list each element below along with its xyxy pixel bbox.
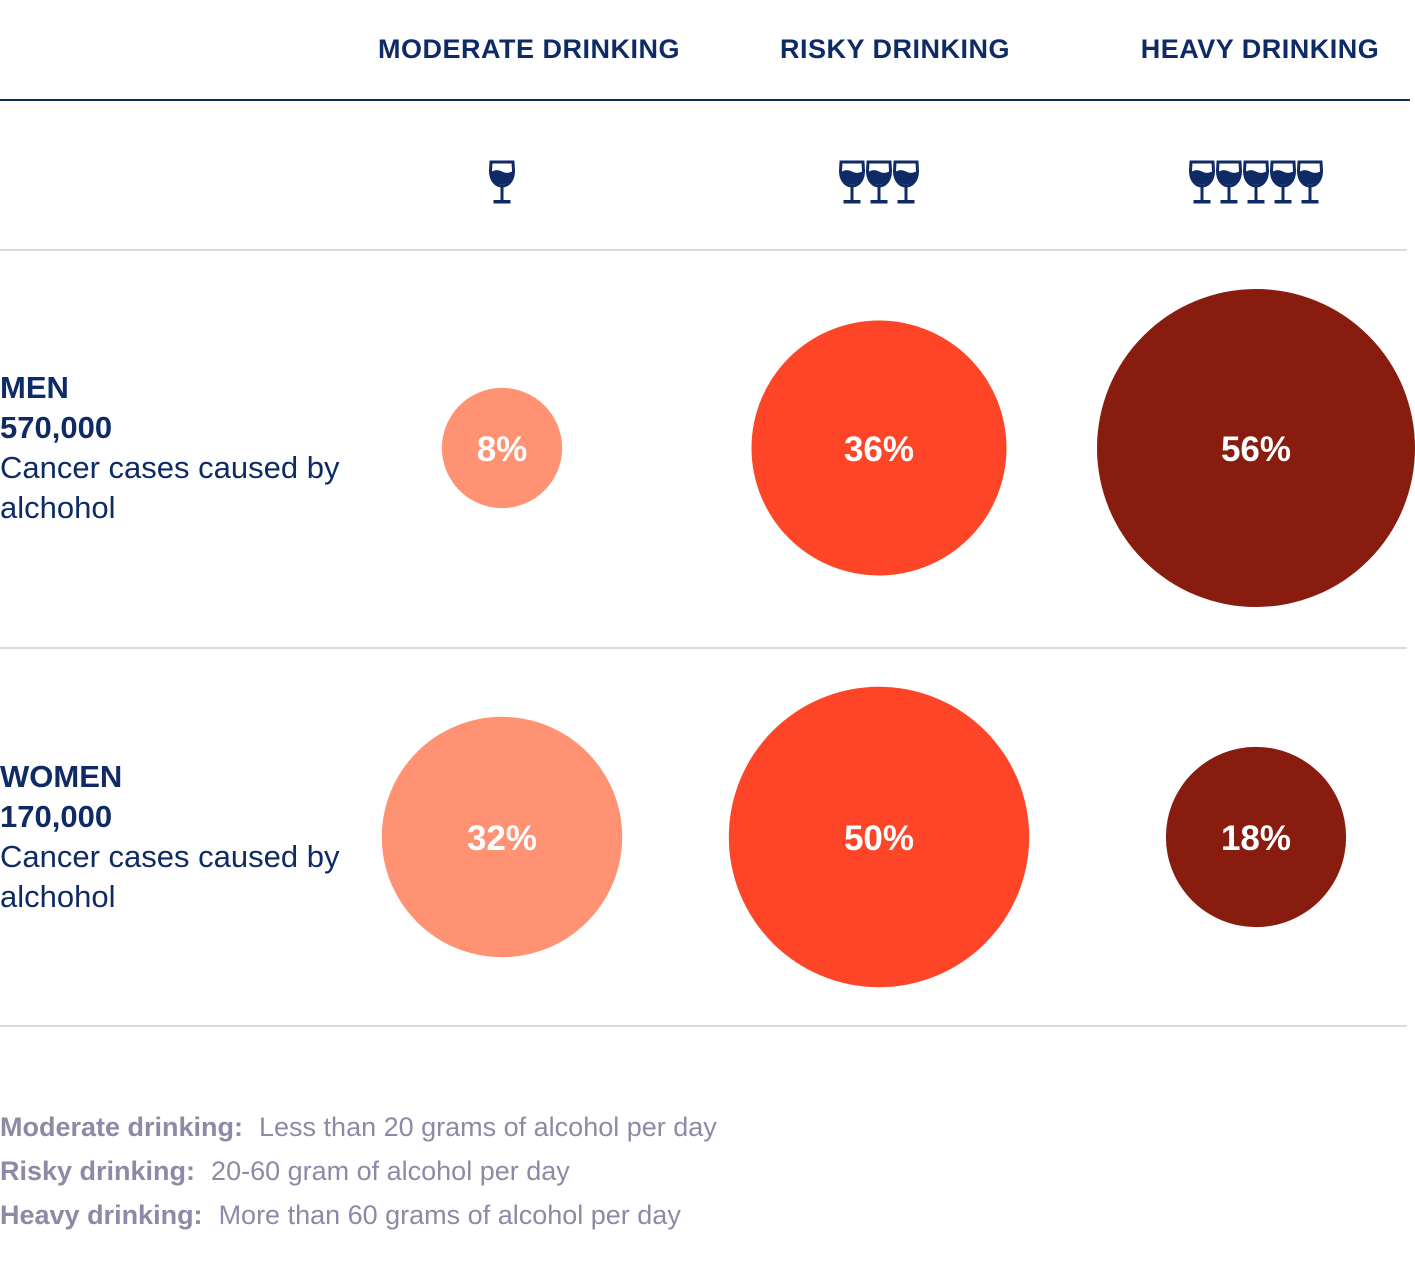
- wine-glass-icon: [1242, 160, 1270, 206]
- legend-text-risky: 20-60 gram of alcohol per day: [211, 1156, 570, 1186]
- row-label-men: MEN 570,000 Cancer cases caused by alcho…: [0, 368, 340, 528]
- legend-key-heavy: Heavy drinking:: [0, 1200, 203, 1230]
- legend-key-risky: Risky drinking:: [0, 1156, 196, 1186]
- row-total-men: 570,000: [0, 410, 113, 445]
- row-total-women: 170,000: [0, 799, 113, 834]
- bubble-men-risky: [751, 320, 1007, 576]
- bubble-women-heavy: [1165, 746, 1347, 928]
- row-label-women: WOMEN 170,000 Cancer cases caused by alc…: [0, 757, 340, 917]
- legend-risky: Risky drinking: 20-60 gram of alcohol per…: [0, 1156, 570, 1187]
- bubble-label-men-heavy: 56%: [1221, 430, 1291, 469]
- bubble-men-moderate: [441, 387, 563, 509]
- bubble-label-men-moderate: 8%: [477, 430, 528, 469]
- column-header-heavy: HEAVY DRINKING: [1140, 34, 1380, 64]
- row-divider-bottom: [0, 1025, 1407, 1027]
- wine-glass-icon: [1296, 160, 1324, 206]
- column-header-moderate: MODERATE DRINKING: [378, 34, 680, 64]
- column-header-risky: RISKY DRINKING: [779, 34, 1011, 64]
- row-caption-men: Cancer cases caused by alchohol: [0, 450, 340, 525]
- row-caption-women: Cancer cases caused by alchohol: [0, 839, 340, 914]
- bubble-label-women-heavy: 18%: [1221, 819, 1291, 858]
- header-divider: [0, 99, 1410, 101]
- legend-heavy: Heavy drinking: More than 60 grams of alc…: [0, 1200, 681, 1231]
- wine-glass-icon: [838, 160, 866, 206]
- wine-glass-icon: [892, 160, 920, 206]
- glass-group-heavy: [1188, 160, 1324, 206]
- row-divider-middle: [0, 647, 1407, 649]
- legend-text-moderate: Less than 20 grams of alcohol per day: [259, 1112, 717, 1142]
- legend-text-heavy: More than 60 grams of alcohol per day: [218, 1200, 681, 1230]
- row-name-women: WOMEN: [0, 759, 123, 794]
- legend-moderate: Moderate drinking: Less than 20 grams of …: [0, 1112, 717, 1143]
- glass-group-moderate: [488, 160, 516, 206]
- bubble-label-women-moderate: 32%: [467, 819, 537, 858]
- bubble-label-men-risky: 36%: [844, 430, 914, 469]
- legend-key-moderate: Moderate drinking:: [0, 1112, 244, 1142]
- bubble-label-women-risky: 50%: [844, 819, 914, 858]
- row-name-men: MEN: [0, 370, 69, 405]
- glass-group-risky: [838, 160, 920, 206]
- wine-glass-icon: [488, 160, 516, 206]
- row-divider-top: [0, 249, 1407, 251]
- wine-glass-icon: [865, 160, 893, 206]
- bubble-women-moderate: [381, 716, 623, 958]
- wine-glass-icon: [1215, 160, 1243, 206]
- wine-glass-icon: [1188, 160, 1216, 206]
- bubble-men-heavy: [1097, 289, 1415, 607]
- bubble-women-risky: [728, 686, 1030, 988]
- wine-glass-icon: [1269, 160, 1297, 206]
